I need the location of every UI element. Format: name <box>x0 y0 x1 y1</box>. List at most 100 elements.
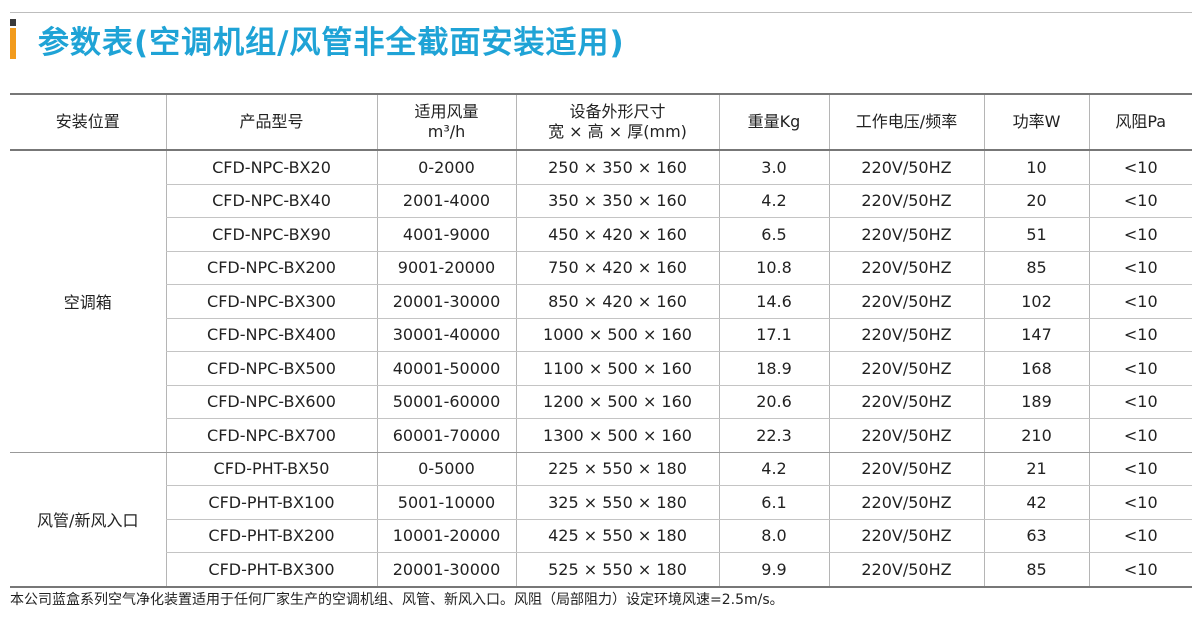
cell-resistance: <10 <box>1088 351 1192 386</box>
cell-model: CFD-NPC-BX40 <box>165 184 377 218</box>
cell-dimensions: 1100 × 500 × 160 <box>515 351 719 386</box>
cell-resistance: <10 <box>1088 418 1192 453</box>
header-power: 功率W <box>983 93 1089 151</box>
cell-voltage: 220V/50HZ <box>828 184 984 218</box>
cell-model: CFD-PHT-BX300 <box>165 552 377 588</box>
cell-power: 210 <box>983 418 1089 453</box>
cell-voltage: 220V/50HZ <box>828 318 984 352</box>
cell-resistance: <10 <box>1088 519 1192 553</box>
header-airflow-line1: 适用风量 <box>414 102 479 121</box>
table-row: CFD-NPC-BX700 60001-70000 1300 × 500 × 1… <box>10 418 1192 453</box>
cell-resistance: <10 <box>1088 251 1192 285</box>
accent-bar-dark <box>10 19 16 26</box>
spec-table: 安装位置 产品型号 适用风量 m³/h 设备外形尺寸 宽 × 高 × 厚(mm)… <box>10 93 1192 588</box>
cell-dimensions: 425 × 550 × 180 <box>515 519 719 553</box>
cell-weight: 3.0 <box>718 150 829 185</box>
table-row: CFD-PHT-BX300 20001-30000 525 × 550 × 18… <box>10 552 1192 588</box>
cell-weight: 4.2 <box>718 184 829 218</box>
cell-model: CFD-PHT-BX100 <box>165 485 377 520</box>
cell-resistance: <10 <box>1088 184 1192 218</box>
header-dimensions-line2: 宽 × 高 × 厚(mm) <box>548 122 687 141</box>
cell-airflow: 0-5000 <box>376 452 516 486</box>
header-location: 安装位置 <box>10 93 166 151</box>
cell-resistance: <10 <box>1088 284 1192 319</box>
cell-airflow: 30001-40000 <box>376 318 516 352</box>
cell-dimensions: 1300 × 500 × 160 <box>515 418 719 453</box>
cell-weight: 20.6 <box>718 385 829 419</box>
cell-power: 102 <box>983 284 1089 319</box>
table-row: CFD-NPC-BX300 20001-30000 850 × 420 × 16… <box>10 284 1192 319</box>
header-dimensions-line1: 设备外形尺寸 <box>569 102 666 121</box>
cell-voltage: 220V/50HZ <box>828 217 984 252</box>
cell-model: CFD-NPC-BX500 <box>165 351 377 386</box>
cell-voltage: 220V/50HZ <box>828 284 984 319</box>
header-airflow-line2: m³/h <box>427 122 466 141</box>
cell-power: 21 <box>983 452 1089 486</box>
cell-resistance: <10 <box>1088 150 1192 185</box>
cell-voltage: 220V/50HZ <box>828 519 984 553</box>
table-row: CFD-NPC-BX90 4001-9000 450 × 420 × 160 6… <box>10 217 1192 252</box>
table-row: CFD-NPC-BX600 50001-60000 1200 × 500 × 1… <box>10 385 1192 419</box>
table-row: CFD-PHT-BX100 5001-10000 325 × 550 × 180… <box>10 485 1192 520</box>
cell-model: CFD-NPC-BX90 <box>165 217 377 252</box>
cell-airflow: 10001-20000 <box>376 519 516 553</box>
header-model: 产品型号 <box>165 93 377 151</box>
cell-airflow: 2001-4000 <box>376 184 516 218</box>
cell-dimensions: 1000 × 500 × 160 <box>515 318 719 352</box>
cell-voltage: 220V/50HZ <box>828 150 984 185</box>
cell-weight: 17.1 <box>718 318 829 352</box>
table-row: CFD-NPC-BX200 9001-20000 750 × 420 × 160… <box>10 251 1192 285</box>
cell-weight: 6.5 <box>718 217 829 252</box>
group-location-cell: 风管/新风入口 <box>10 452 166 588</box>
cell-dimensions: 450 × 420 × 160 <box>515 217 719 252</box>
table-row: CFD-NPC-BX500 40001-50000 1100 × 500 × 1… <box>10 351 1192 386</box>
cell-resistance: <10 <box>1088 385 1192 419</box>
cell-model: CFD-NPC-BX20 <box>165 150 377 185</box>
header-airflow: 适用风量 m³/h <box>376 93 516 151</box>
cell-dimensions: 850 × 420 × 160 <box>515 284 719 319</box>
footnote: 本公司蓝盒系列空气净化装置适用于任何厂家生产的空调机组、风管、新风入口。风阻（局… <box>10 592 784 608</box>
cell-model: CFD-PHT-BX50 <box>165 452 377 486</box>
cell-power: 168 <box>983 351 1089 386</box>
cell-airflow: 5001-10000 <box>376 485 516 520</box>
cell-airflow: 9001-20000 <box>376 251 516 285</box>
cell-airflow: 60001-70000 <box>376 418 516 453</box>
cell-weight: 6.1 <box>718 485 829 520</box>
cell-voltage: 220V/50HZ <box>828 485 984 520</box>
cell-model: CFD-NPC-BX700 <box>165 418 377 453</box>
cell-weight: 14.6 <box>718 284 829 319</box>
table-row: CFD-NPC-BX400 30001-40000 1000 × 500 × 1… <box>10 318 1192 352</box>
cell-model: CFD-NPC-BX600 <box>165 385 377 419</box>
cell-model: CFD-NPC-BX200 <box>165 251 377 285</box>
cell-resistance: <10 <box>1088 452 1192 486</box>
table-row: CFD-NPC-BX40 2001-4000 350 × 350 × 160 4… <box>10 184 1192 218</box>
cell-power: 147 <box>983 318 1089 352</box>
cell-weight: 18.9 <box>718 351 829 386</box>
accent-bar-orange <box>10 28 16 59</box>
cell-dimensions: 1200 × 500 × 160 <box>515 385 719 419</box>
cell-weight: 8.0 <box>718 519 829 553</box>
cell-resistance: <10 <box>1088 318 1192 352</box>
header-voltage: 工作电压/频率 <box>828 93 984 151</box>
cell-voltage: 220V/50HZ <box>828 351 984 386</box>
cell-airflow: 4001-9000 <box>376 217 516 252</box>
cell-resistance: <10 <box>1088 485 1192 520</box>
cell-power: 42 <box>983 485 1089 520</box>
cell-power: 20 <box>983 184 1089 218</box>
cell-weight: 4.2 <box>718 452 829 486</box>
cell-model: CFD-NPC-BX300 <box>165 284 377 319</box>
cell-airflow: 40001-50000 <box>376 351 516 386</box>
cell-airflow: 50001-60000 <box>376 385 516 419</box>
table-header-row: 安装位置 产品型号 适用风量 m³/h 设备外形尺寸 宽 × 高 × 厚(mm)… <box>10 93 1192 151</box>
cell-dimensions: 525 × 550 × 180 <box>515 552 719 588</box>
table-row: 风管/新风入口 CFD-PHT-BX50 0-5000 225 × 550 × … <box>10 452 1192 588</box>
cell-dimensions: 750 × 420 × 160 <box>515 251 719 285</box>
cell-dimensions: 225 × 550 × 180 <box>515 452 719 486</box>
cell-airflow: 0-2000 <box>376 150 516 185</box>
cell-dimensions: 250 × 350 × 160 <box>515 150 719 185</box>
cell-power: 63 <box>983 519 1089 553</box>
cell-voltage: 220V/50HZ <box>828 385 984 419</box>
cell-power: 10 <box>983 150 1089 185</box>
group-location-cell: 空调箱 <box>10 150 166 453</box>
